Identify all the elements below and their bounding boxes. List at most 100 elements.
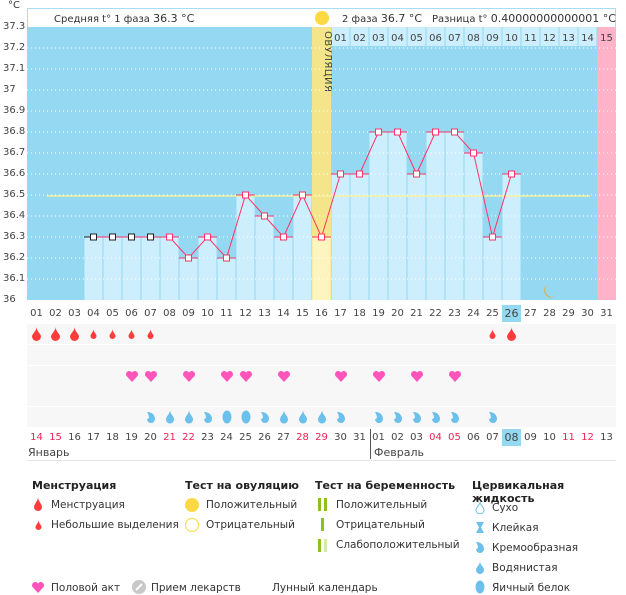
temperature-bar[interactable] xyxy=(293,195,312,300)
calendar-date[interactable]: 22 xyxy=(182,432,195,443)
cycle-day-label[interactable]: 12 xyxy=(239,308,252,319)
temperature-point[interactable] xyxy=(337,170,344,178)
temperature-point[interactable] xyxy=(147,233,154,241)
menstruation-drop-icon[interactable] xyxy=(27,324,46,344)
temperature-point[interactable] xyxy=(394,128,401,136)
temperature-point[interactable] xyxy=(489,233,496,241)
cycle-day-label[interactable]: 04 xyxy=(87,308,100,319)
cycle-day-label[interactable]: 25 xyxy=(486,308,499,319)
cycle-day-label[interactable]: 26 xyxy=(502,305,521,322)
temperature-point[interactable] xyxy=(413,170,420,178)
creamy-icon[interactable] xyxy=(369,407,388,427)
cycle-day-label[interactable]: 13 xyxy=(258,308,271,319)
cycle-day-label[interactable]: 06 xyxy=(125,308,138,319)
menstruation-drop-icon[interactable] xyxy=(65,324,84,344)
calendar-date[interactable]: 11 xyxy=(562,432,575,443)
cycle-day-label[interactable]: 19 xyxy=(372,308,385,319)
calendar-date[interactable]: 29 xyxy=(315,432,328,443)
cycle-day-label[interactable]: 11 xyxy=(220,308,233,319)
cycle-day-label[interactable]: 03 xyxy=(68,308,81,319)
temperature-bar[interactable] xyxy=(388,132,407,300)
cycle-day-label[interactable]: 31 xyxy=(600,308,613,319)
temperature-point[interactable] xyxy=(166,233,173,241)
cycle-day-label[interactable]: 24 xyxy=(467,308,480,319)
calendar-date[interactable]: 20 xyxy=(144,432,157,443)
heart-icon[interactable] xyxy=(122,366,141,386)
heart-icon[interactable] xyxy=(274,366,293,386)
calendar-date[interactable]: 25 xyxy=(239,432,252,443)
creamy-icon[interactable] xyxy=(198,407,217,427)
spotting-drop-icon[interactable] xyxy=(84,324,103,344)
temperature-point[interactable] xyxy=(432,128,439,136)
calendar-date[interactable]: 17 xyxy=(87,432,100,443)
temperature-bar[interactable] xyxy=(331,174,350,300)
calendar-date[interactable]: 06 xyxy=(467,432,480,443)
creamy-icon[interactable] xyxy=(426,407,445,427)
watery-icon[interactable] xyxy=(160,407,179,427)
temperature-bar[interactable] xyxy=(84,237,103,300)
calendar-date[interactable]: 07 xyxy=(486,432,499,443)
calendar-date[interactable]: 01 xyxy=(372,432,385,443)
temperature-bar[interactable] xyxy=(407,174,426,300)
cycle-day-label[interactable]: 01 xyxy=(30,308,43,319)
calendar-date[interactable]: 23 xyxy=(201,432,214,443)
temperature-bar[interactable] xyxy=(255,216,274,300)
creamy-icon[interactable] xyxy=(141,407,160,427)
cycle-day-label[interactable]: 14 xyxy=(277,308,290,319)
calendar-date[interactable]: 28 xyxy=(296,432,309,443)
cycle-day-label[interactable]: 02 xyxy=(49,308,62,319)
temperature-chart[interactable]: 01 02 03 04 05 06 07 08 09 10 11 12 13 14 15 ОВУЛЯЦИЯ xyxy=(27,27,616,300)
cycle-day-label[interactable]: 17 xyxy=(334,308,347,319)
watery-icon[interactable] xyxy=(293,407,312,427)
cycle-day-label[interactable]: 29 xyxy=(562,308,575,319)
temperature-bar[interactable] xyxy=(141,237,160,300)
watery-icon[interactable] xyxy=(274,407,293,427)
menstruation-drop-icon[interactable] xyxy=(46,324,65,344)
calendar-date[interactable]: 14 xyxy=(30,432,43,443)
temperature-point[interactable] xyxy=(109,233,116,241)
heart-icon[interactable] xyxy=(369,366,388,386)
creamy-icon[interactable] xyxy=(445,407,464,427)
calendar-date[interactable]: 30 xyxy=(334,432,347,443)
calendar-date[interactable]: 16 xyxy=(68,432,81,443)
menstruation-drop-icon[interactable] xyxy=(502,324,521,344)
calendar-date[interactable]: 05 xyxy=(448,432,461,443)
temperature-point[interactable] xyxy=(204,233,211,241)
temperature-point[interactable] xyxy=(451,128,458,136)
temperature-bar[interactable] xyxy=(483,237,502,300)
temperature-bar[interactable] xyxy=(274,237,293,300)
cycle-day-label[interactable]: 09 xyxy=(182,308,195,319)
temperature-bar[interactable] xyxy=(312,237,331,300)
temperature-point[interactable] xyxy=(261,212,268,220)
calendar-date[interactable]: 31 xyxy=(353,432,366,443)
temperature-point[interactable] xyxy=(223,254,230,262)
calendar-date[interactable]: 27 xyxy=(277,432,290,443)
temperature-point[interactable] xyxy=(280,233,287,241)
eggwhite-icon[interactable] xyxy=(236,407,255,427)
calendar-date[interactable]: 04 xyxy=(429,432,442,443)
watery-icon[interactable] xyxy=(179,407,198,427)
cycle-day-label[interactable]: 18 xyxy=(353,308,366,319)
temperature-bar[interactable] xyxy=(198,237,217,300)
calendar-date[interactable]: 10 xyxy=(543,432,556,443)
cycle-day-label[interactable]: 16 xyxy=(315,308,328,319)
calendar-date[interactable]: 13 xyxy=(600,432,613,443)
cycle-day-label[interactable]: 20 xyxy=(391,308,404,319)
cycle-day-label[interactable]: 15 xyxy=(296,308,309,319)
cycle-day-label[interactable]: 22 xyxy=(429,308,442,319)
temperature-bar[interactable] xyxy=(103,237,122,300)
temperature-bar[interactable] xyxy=(217,258,236,300)
cycle-day-label[interactable]: 07 xyxy=(144,308,157,319)
spotting-drop-icon[interactable] xyxy=(103,324,122,344)
creamy-icon[interactable] xyxy=(407,407,426,427)
cycle-day-label[interactable]: 27 xyxy=(524,308,537,319)
calendar-date[interactable]: 08 xyxy=(502,429,521,446)
temperature-bar[interactable] xyxy=(464,153,483,300)
eggwhite-icon[interactable] xyxy=(217,407,236,427)
cycle-day-label[interactable]: 21 xyxy=(410,308,423,319)
temperature-bar[interactable] xyxy=(369,132,388,300)
heart-icon[interactable] xyxy=(445,366,464,386)
temperature-point[interactable] xyxy=(318,233,325,241)
creamy-icon[interactable] xyxy=(388,407,407,427)
cycle-day-label[interactable]: 05 xyxy=(106,308,119,319)
